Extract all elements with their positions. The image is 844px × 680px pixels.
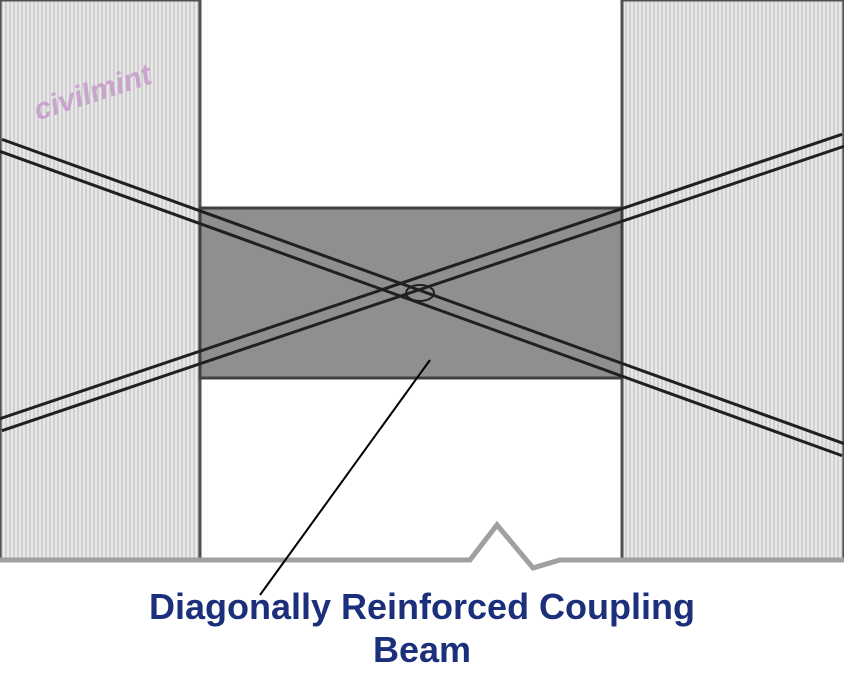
caption-line-2: Beam: [373, 629, 471, 670]
caption-line-1: Diagonally Reinforced Coupling: [149, 586, 695, 627]
diagram-caption: Diagonally Reinforced Coupling Beam: [0, 585, 844, 671]
diagram-svg: [0, 0, 844, 675]
coupling-beam-diagram: [0, 0, 844, 675]
